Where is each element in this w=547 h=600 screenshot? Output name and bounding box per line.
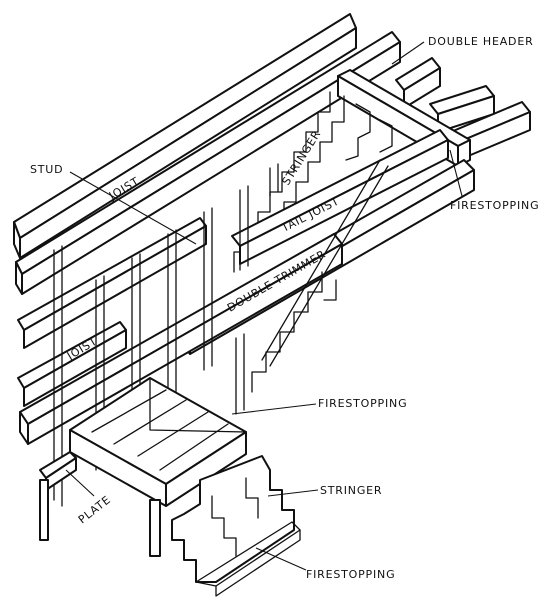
- lower-stair: [171, 455, 301, 597]
- leader-plate: [65, 469, 95, 497]
- label-stringer-upper: STRINGER: [280, 128, 324, 188]
- label-firestopping-bottom: FIRESTOPPING: [306, 568, 395, 581]
- leader-double-header: [391, 41, 425, 65]
- leader-lines: [65, 41, 463, 571]
- leader-stud: [69, 171, 197, 245]
- label-double-header: DOUBLE HEADER: [428, 35, 534, 48]
- left-joists: [17, 217, 343, 445]
- right-joists: [395, 57, 531, 163]
- label-plate: PLATE: [76, 493, 113, 526]
- leader-firestopping-right: [449, 149, 463, 197]
- wall-diagonal: [261, 159, 381, 361]
- wall-stringer: [251, 271, 337, 393]
- plate: [39, 451, 77, 491]
- label-firestopping-mid: FIRESTOPPING: [318, 397, 407, 410]
- leader-firestopping-bottom: [255, 547, 307, 571]
- top-joist: [13, 13, 357, 259]
- landing-posts: [39, 479, 161, 557]
- label-stud: STUD: [30, 163, 63, 176]
- second-joist: [15, 31, 401, 295]
- leader-stringer-lower: [267, 489, 319, 497]
- leader-firestopping-mid: [231, 403, 317, 415]
- label-firestopping-right: FIRESTOPPING: [450, 199, 539, 212]
- label-stringer-lower: STRINGER: [320, 484, 382, 497]
- studs: [53, 163, 279, 507]
- landing: [69, 377, 247, 507]
- wall-diagonal-b: [269, 165, 389, 367]
